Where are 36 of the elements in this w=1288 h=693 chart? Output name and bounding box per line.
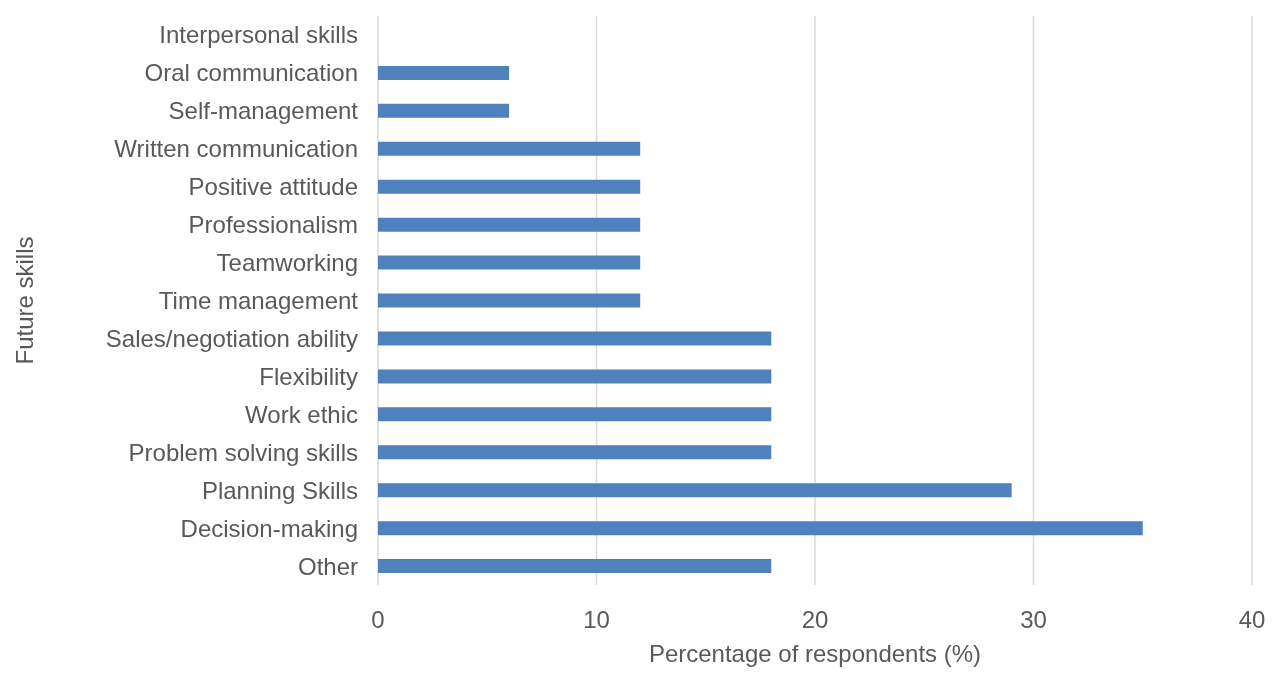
y-tick-label: Teamworking [216,249,358,277]
y-tick-label: Oral communication [144,59,358,87]
y-tick-label: Decision-making [180,514,358,542]
y-tick-label: Professionalism [188,211,358,239]
y-tick-label: Time management [158,287,359,315]
y-tick-label: Written communication [114,135,358,163]
x-tick-label: 0 [371,606,385,634]
bar [378,331,772,346]
y-tick-label: Positive attitude [188,173,358,201]
bar [378,559,772,574]
bar [378,255,641,270]
y-tick-label: Other [297,552,358,580]
x-tick-label: 20 [801,606,829,634]
x-tick-label: 30 [1020,606,1047,634]
bar [378,103,510,118]
bar [378,369,772,384]
y-tick-label: Interpersonal skills [159,21,358,49]
x-tick-label: 40 [1238,606,1266,634]
bar [378,141,641,156]
bar [378,65,510,80]
y-axis-title: Future skills [10,236,38,365]
y-tick-label: Sales/negotiation ability [105,324,358,352]
bar [378,179,641,194]
bar [378,407,772,422]
x-axis-title: Percentage of respondents (%) [648,640,982,668]
bar [378,293,641,308]
bar [378,445,772,460]
x-tick-label: 10 [583,606,610,634]
y-tick-label: Flexibility [259,362,358,390]
y-tick-label: Work ethic [245,400,358,428]
bar [378,521,1143,536]
y-tick-label: Self-management [168,97,359,125]
y-tick-label: Planning Skills [201,476,358,504]
y-tick-label: Problem solving skills [128,438,358,466]
bar [378,483,1012,498]
bar [378,217,641,232]
